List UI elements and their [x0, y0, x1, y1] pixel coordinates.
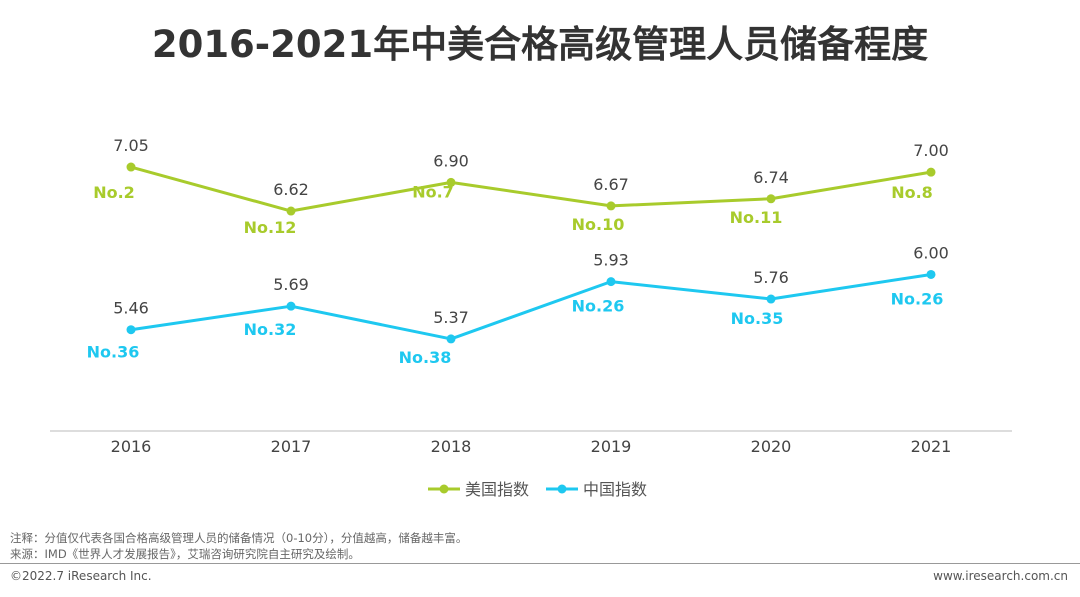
x-tick-label: 2018 — [431, 437, 472, 456]
legend-marker-0 — [439, 484, 449, 494]
value-label: 6.62 — [273, 180, 309, 199]
data-point — [606, 277, 616, 287]
data-point — [446, 177, 456, 187]
data-point — [766, 194, 776, 204]
value-label: 5.76 — [753, 268, 789, 287]
legend-marker-1 — [557, 484, 567, 494]
rank-label: No.11 — [730, 208, 783, 227]
value-label: 5.69 — [273, 275, 309, 294]
value-label: 5.46 — [113, 299, 149, 318]
rank-label: No.38 — [399, 348, 452, 367]
footer-divider — [0, 563, 1080, 564]
x-tick-label: 2016 — [111, 437, 152, 456]
rank-label: No.7 — [412, 182, 454, 201]
rank-label: No.12 — [244, 218, 297, 237]
rank-label: No.26 — [891, 289, 944, 308]
website-link[interactable]: www.iresearch.com.cn — [933, 569, 1068, 583]
rank-label: No.2 — [93, 183, 135, 202]
x-tick-label: 2019 — [591, 437, 632, 456]
data-point — [286, 206, 296, 216]
footnote: 注释：分值仅代表各国合格高级管理人员的储备情况（0-10分），分值越高，储备越丰… — [10, 531, 468, 545]
rank-label: No.8 — [891, 183, 933, 202]
rank-label: No.26 — [572, 297, 625, 316]
line-chart: 2016 2017 2018 2019 2020 2021 7.05 No.2 6.62 No.1… — [50, 136, 1012, 499]
rank-label: No.36 — [87, 343, 140, 362]
value-label: 7.00 — [913, 141, 949, 160]
series-line-0 — [130, 165, 932, 213]
copyright: ©2022.7 iResearch Inc. — [10, 569, 152, 583]
data-point — [126, 325, 136, 335]
rank-label: No.10 — [572, 215, 625, 234]
series-line-1 — [130, 272, 932, 341]
value-label: 5.93 — [593, 251, 629, 270]
data-point — [446, 334, 456, 344]
rank-label: No.35 — [731, 309, 784, 328]
value-label: 6.74 — [753, 168, 789, 187]
x-tick-label: 2021 — [911, 437, 952, 456]
x-tick-label: 2020 — [751, 437, 792, 456]
value-label: 6.67 — [593, 175, 629, 194]
rank-label: No.32 — [244, 320, 297, 339]
data-point — [766, 294, 776, 304]
value-label: 5.37 — [433, 308, 469, 327]
data-point — [286, 301, 296, 311]
x-tick-label: 2017 — [271, 437, 312, 456]
data-point — [926, 167, 936, 177]
value-label: 6.90 — [433, 151, 469, 170]
data-point — [606, 201, 616, 211]
value-label: 7.05 — [113, 136, 149, 155]
source-note: 来源：IMD《世界人才发展报告》，艾瑞咨询研究院自主研究及绘制。 — [10, 547, 360, 561]
legend-label-0: 美国指数 — [465, 480, 529, 499]
data-point — [926, 269, 936, 279]
legend-label-1: 中国指数 — [583, 480, 647, 499]
chart-title: 2016-2021年中美合格高级管理人员储备程度 — [151, 23, 929, 66]
data-point — [126, 162, 136, 172]
value-label: 6.00 — [913, 243, 949, 262]
